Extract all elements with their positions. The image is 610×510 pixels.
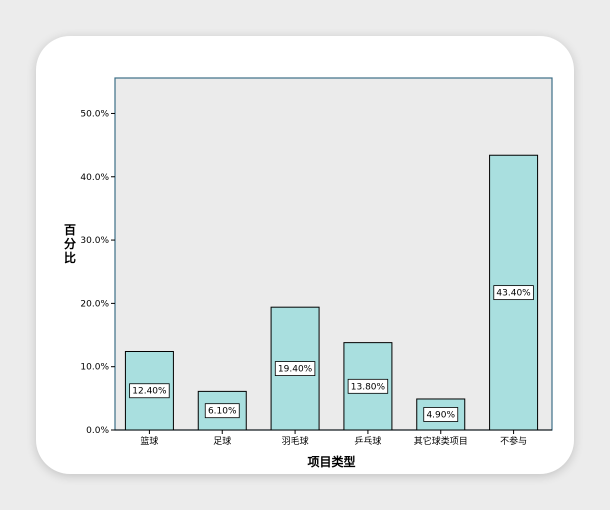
- y-axis-title-char: 百: [64, 223, 76, 237]
- data-label: 12.40%: [132, 387, 167, 397]
- x-tick-label: 羽毛球: [282, 435, 309, 447]
- data-label-box: [347, 378, 389, 394]
- x-tick-label: 不参与: [500, 435, 527, 447]
- data-label-box: [204, 403, 240, 419]
- data-label: 19.40%: [278, 365, 313, 375]
- y-tick-label: 40.0%: [80, 173, 109, 183]
- x-axis-title: 项目类型: [307, 454, 355, 469]
- x-tick-label: 乒乓球: [354, 435, 381, 447]
- data-label-box: [274, 361, 316, 376]
- y-tick-label: 50.0%: [80, 109, 109, 119]
- data-label-box: [129, 383, 170, 399]
- y-axis-title-char: 分: [64, 236, 76, 251]
- plot-area: [114, 77, 553, 431]
- y-tick-label: 30.0%: [80, 236, 109, 246]
- x-tick-label: 足球: [213, 435, 231, 447]
- y-axis-title-char: 比: [64, 250, 76, 265]
- data-label-box: [423, 407, 459, 422]
- y-axis-title: 百分比: [64, 223, 76, 265]
- x-tick-label: 其它球类项目: [414, 435, 468, 447]
- data-label-box: [493, 285, 534, 301]
- bars: 12.40% 6.10% 19.40% 13.80% 4.90% 43.40%: [124, 154, 539, 431]
- y-tick-label: 20.0%: [80, 299, 109, 309]
- x-axis: 篮球 足球 羽毛球 乒乓球 其它球类项目 不参与: [140, 430, 527, 447]
- data-label: 4.90%: [426, 410, 455, 420]
- y-tick-label: 10.0%: [80, 363, 109, 373]
- y-axis: 0.0% 10.0% 20.0% 30.0% 40.0% 50.0%: [80, 109, 115, 436]
- x-tick-label: 篮球: [140, 435, 158, 447]
- data-label: 43.40%: [496, 289, 531, 299]
- data-label: 13.80%: [351, 382, 386, 392]
- data-label: 6.10%: [208, 407, 237, 417]
- y-tick-label: 0.0%: [86, 426, 109, 436]
